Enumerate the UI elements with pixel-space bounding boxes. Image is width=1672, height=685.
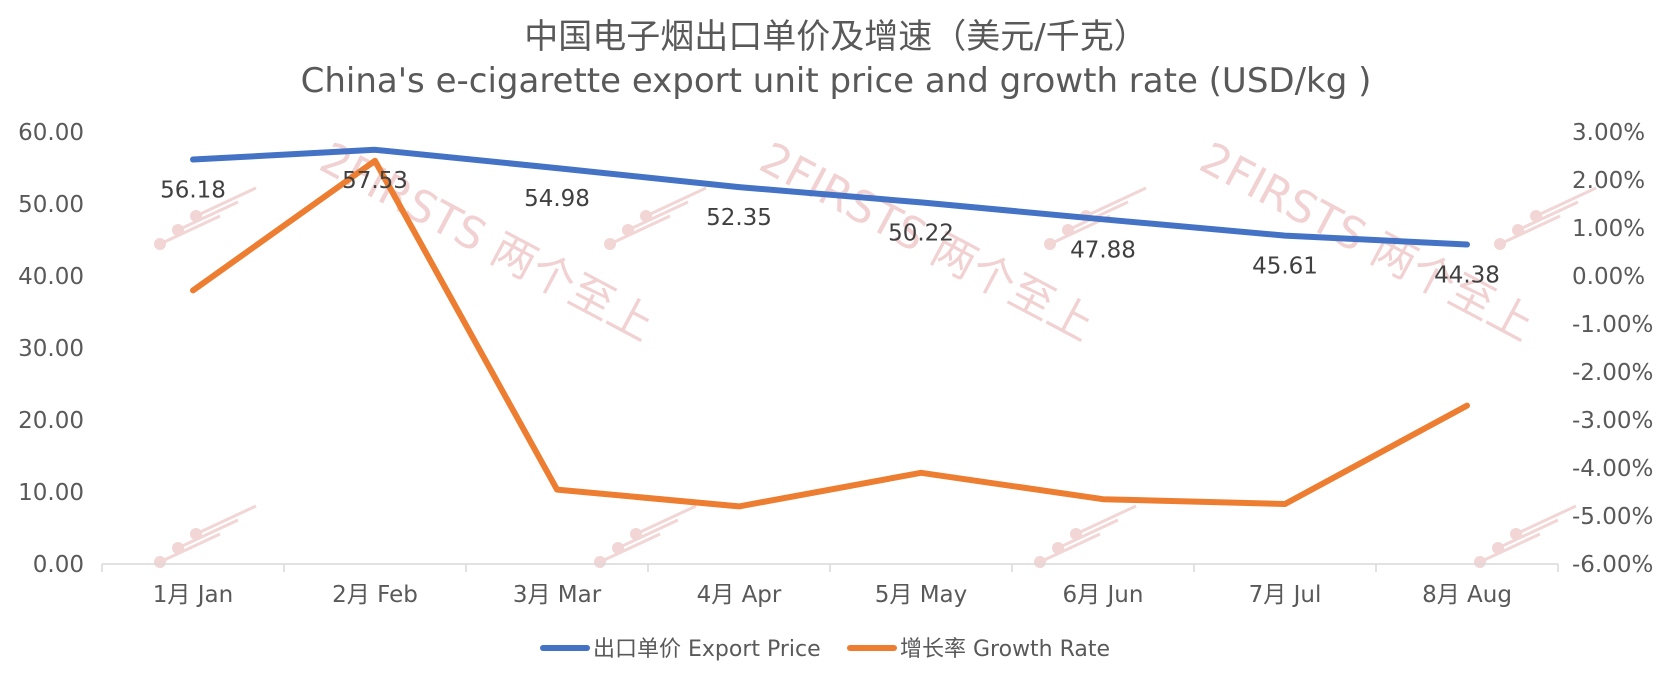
watermark-stroke — [1076, 506, 1136, 534]
y-right-tick-label: -2.00% — [1572, 360, 1653, 386]
x-tick-label: 3月 Mar — [513, 582, 602, 608]
chart-title: 中国电子烟出口单价及增速（美元/千克） — [524, 17, 1147, 57]
x-tick-label: 5月 May — [875, 582, 968, 608]
data-label: 54.98 — [524, 186, 590, 212]
watermark-logo-icon — [154, 506, 256, 568]
y-right-tick-label: 0.00% — [1572, 264, 1645, 290]
watermark-dot — [154, 556, 166, 568]
watermark-dot — [1510, 528, 1522, 540]
watermark-dot — [1494, 238, 1506, 250]
y-left-tick-label: 10.00 — [18, 480, 84, 506]
watermark-stroke — [160, 534, 220, 562]
watermark-dot — [190, 210, 202, 222]
watermark-stroke — [1058, 520, 1118, 548]
x-tick-label: 1月 Jan — [153, 582, 233, 608]
watermark-dot — [630, 528, 642, 540]
x-tick-label: 4月 Apr — [697, 582, 782, 608]
y-right-tick-label: 1.00% — [1572, 216, 1645, 242]
watermark-logo-icon — [1034, 506, 1136, 568]
watermark-dot — [1474, 556, 1486, 568]
y-left-tick-label: 40.00 — [18, 264, 84, 290]
watermark-stroke — [1518, 202, 1578, 230]
watermark-dot — [1530, 210, 1542, 222]
watermark-stroke — [1086, 188, 1146, 216]
x-tick-label: 6月 Jun — [1063, 582, 1144, 608]
chart-subtitle: China's e-cigarette export unit price an… — [301, 61, 1372, 101]
x-tick-label: 8月 Aug — [1422, 582, 1512, 608]
watermark-dot — [172, 542, 184, 554]
legend-label: 增长率 Growth Rate — [900, 637, 1110, 662]
watermark-logo-icon — [1474, 506, 1576, 568]
watermark-dot — [154, 238, 166, 250]
data-label: 47.88 — [1070, 237, 1136, 263]
data-label: 56.18 — [160, 178, 226, 204]
watermark-stroke — [1516, 506, 1576, 534]
watermark-stroke — [636, 506, 696, 534]
watermark-dot — [190, 528, 202, 540]
watermark-dot — [612, 542, 624, 554]
y-left-tick-label: 60.00 — [18, 120, 84, 146]
watermark-stroke — [196, 506, 256, 534]
y-right-tick-label: -4.00% — [1572, 456, 1653, 482]
y-left-tick-label: 30.00 — [18, 336, 84, 362]
y-right-tick-label: -6.00% — [1572, 552, 1653, 578]
y-left-tick-label: 20.00 — [18, 408, 84, 434]
watermark-dot — [622, 224, 634, 236]
watermark-logo-icon — [594, 506, 696, 568]
legend: 出口单价 Export Price 增长率 Growth Rate — [543, 637, 1110, 662]
y-left-tick-label: 50.00 — [18, 192, 84, 218]
watermark-stroke — [1498, 520, 1558, 548]
watermark-stroke — [1480, 534, 1540, 562]
watermark-dot — [640, 210, 652, 222]
watermark-stroke — [628, 202, 688, 230]
watermark-dot — [604, 238, 616, 250]
watermark-stroke — [178, 520, 238, 548]
y-right-tick-label: 3.00% — [1572, 120, 1645, 146]
watermark-logo-icon — [604, 188, 706, 250]
y-left-tick-label: 0.00 — [33, 552, 84, 578]
data-label: 45.61 — [1252, 254, 1318, 280]
watermark-dot — [1044, 238, 1056, 250]
watermark-dot — [1034, 556, 1046, 568]
data-label: 50.22 — [888, 220, 954, 246]
y-right-tick-label: 2.00% — [1572, 168, 1645, 194]
y-right-tick-label: -1.00% — [1572, 312, 1653, 338]
watermark-dot — [1512, 224, 1524, 236]
watermark-stroke — [1040, 534, 1100, 562]
watermark-stroke — [646, 188, 706, 216]
legend-label: 出口单价 Export Price — [593, 637, 821, 662]
data-label: 52.35 — [706, 205, 772, 231]
watermark-stroke — [1500, 216, 1560, 244]
watermark-dot — [1052, 542, 1064, 554]
watermark-stroke — [178, 202, 238, 230]
data-label: 57.53 — [342, 168, 408, 194]
watermark-dot — [1070, 528, 1082, 540]
watermark-stroke — [610, 216, 670, 244]
watermark-stroke — [618, 520, 678, 548]
watermark-stroke — [160, 216, 220, 244]
x-tick-label: 2月 Feb — [332, 582, 418, 608]
watermark-dot — [1492, 542, 1504, 554]
watermark-dot — [594, 556, 606, 568]
y-right-tick-label: -3.00% — [1572, 408, 1653, 434]
data-label: 44.38 — [1434, 262, 1500, 288]
y-right-tick-label: -5.00% — [1572, 504, 1653, 530]
watermark-stroke — [600, 534, 660, 562]
watermark-dot — [1062, 224, 1074, 236]
x-tick-label: 7月 Jul — [1249, 582, 1322, 608]
watermark-dot — [172, 224, 184, 236]
